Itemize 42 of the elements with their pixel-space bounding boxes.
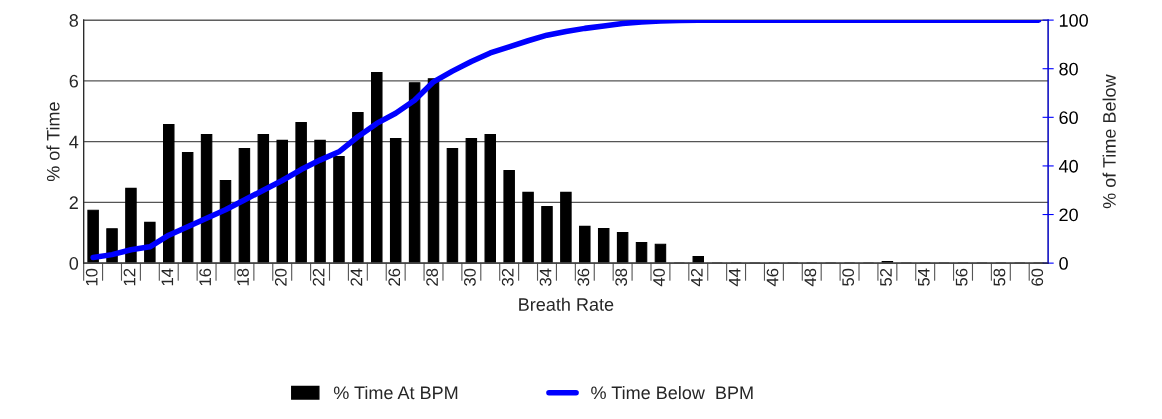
x-tick-label: 34 [539,268,552,286]
x-tick-label: 22 [312,268,325,286]
x-tick-label: 14 [161,268,174,286]
x-tick-label: 58 [993,268,1006,286]
y2-tick-label: 60 [1059,111,1078,125]
y-tick-label: 8 [69,14,79,27]
y-axis-title: % of Time [46,102,60,182]
x-tick-label: 46 [766,268,779,287]
x-tick-label: 36 [577,268,590,286]
x-tick-label: 16 [199,268,212,286]
x-tick-label: 50 [842,268,855,286]
legend-label: % Time Below BPM [591,385,753,400]
y-tick-label: 2 [69,196,78,209]
x-tick-label: 12 [123,268,136,286]
y2-tick-label: 80 [1059,62,1078,76]
y2-tick-label: 40 [1058,159,1078,173]
y2-axis-title: % of Time Below [1102,74,1116,209]
y2-tick-label: 20 [1059,208,1078,222]
x-tick-label: 24 [350,268,363,286]
x-tick-label: 56 [955,268,968,286]
x-tick-label: 10 [85,268,98,286]
y-tick-label: 0 [69,257,79,270]
x-tick-label: 28 [426,268,438,286]
x-tick-label: 52 [880,268,892,286]
x-tick-label: 26 [388,268,401,286]
x-tick-label: 32 [501,268,514,286]
y2-tick-label: 100 [1059,14,1088,27]
x-axis-title: Breath Rate [519,297,614,311]
x-tick-label: 54 [918,268,930,286]
y-tick-label: 6 [69,74,79,88]
x-tick-label: 38 [615,268,628,286]
legend-label: % Time At BPM [333,385,458,400]
x-tick-label: 60 [1031,268,1044,286]
y2-tick-label: 0 [1059,257,1068,270]
x-tick-label: 20 [274,268,287,286]
x-tick-label: 44 [728,268,741,287]
x-tick-label: 48 [804,268,817,287]
x-tick-label: 18 [237,268,249,286]
x-tick-label: 30 [464,268,476,286]
y-tick-label: 4 [69,135,79,149]
x-tick-label: 40 [653,268,665,287]
x-tick-label: 42 [690,268,703,287]
